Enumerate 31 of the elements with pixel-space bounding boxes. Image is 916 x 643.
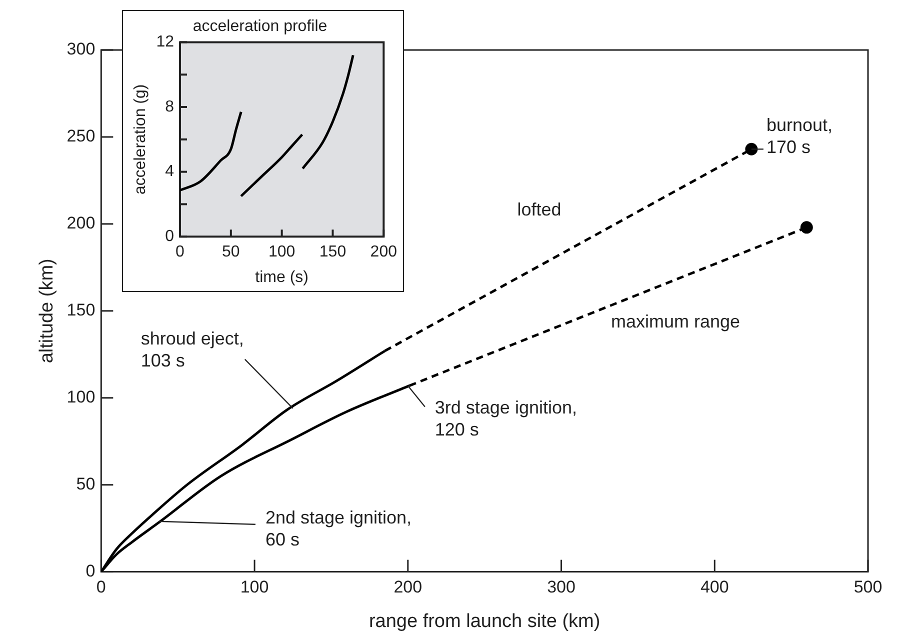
y-tick-label: 12 — [156, 34, 174, 51]
y-tick-label: 100 — [66, 388, 96, 407]
y-axis-title: acceleration (g) — [132, 84, 150, 195]
x-tick-label: 200 — [394, 578, 422, 597]
y-tick-label: 300 — [66, 40, 96, 59]
annotation: 2nd stage ignition, 60 s — [265, 507, 412, 550]
x-axis-title: range from launch site (km) — [368, 610, 600, 632]
x-axis-title: time (s) — [255, 268, 308, 286]
y-axis-title: altitude (km) — [36, 258, 58, 364]
x-tick-label: 400 — [700, 578, 729, 597]
annotation: maximum range — [610, 311, 740, 332]
annotation: lofted — [517, 199, 562, 220]
y-tick-label: 8 — [165, 98, 174, 116]
y-tick-label: 200 — [66, 214, 96, 233]
x-tick-label: 200 — [370, 244, 398, 261]
annotation: burnout, 170 s — [766, 115, 833, 158]
annotation: 3rd stage ignition, 120 s — [434, 398, 577, 440]
y-tick-label: 50 — [76, 474, 96, 494]
x-tick-label: 500 — [854, 578, 882, 597]
y-tick-label: 4 — [165, 163, 174, 180]
chart-title: acceleration profile — [192, 18, 328, 36]
annotation: shroud eject, 103 s — [140, 328, 244, 370]
x-tick-label: 50 — [222, 244, 240, 261]
x-tick-label: 100 — [240, 578, 269, 597]
x-tick-label: 150 — [319, 244, 346, 261]
y-tick-label: 150 — [66, 300, 96, 320]
y-tick-label: 0 — [165, 228, 174, 246]
y-tick-label: 0 — [86, 561, 96, 580]
x-tick-label: 300 — [547, 578, 576, 597]
x-tick-label: 100 — [268, 244, 296, 261]
y-tick-label: 250 — [66, 126, 96, 146]
